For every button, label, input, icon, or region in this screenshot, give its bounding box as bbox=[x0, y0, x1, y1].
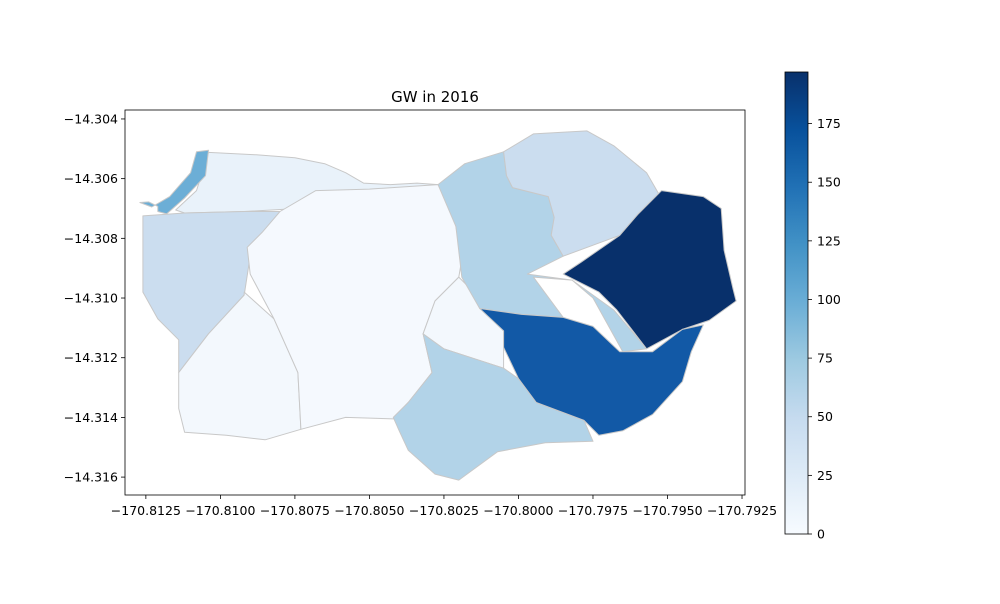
x-tick-label: −170.7950 bbox=[632, 503, 702, 518]
colorbar-ticks: 0 25 50 75 100 125 150 175 bbox=[808, 116, 841, 542]
x-tick-label: −170.7975 bbox=[558, 503, 628, 518]
region-central-west bbox=[178, 291, 302, 441]
colorbar-tick-label: 50 bbox=[817, 409, 833, 424]
region-southeast bbox=[479, 308, 704, 436]
y-tick-label: −14.310 bbox=[64, 291, 118, 306]
y-tick-label: −14.312 bbox=[64, 350, 118, 365]
x-tick-label: −170.8075 bbox=[260, 503, 330, 518]
colorbar-tick-label: 75 bbox=[817, 351, 833, 366]
y-tick-label: −14.308 bbox=[64, 231, 118, 246]
y-tick-label: −14.314 bbox=[64, 410, 118, 425]
colorbar-tick-label: 100 bbox=[817, 292, 841, 307]
x-tick-label: −170.7925 bbox=[707, 503, 777, 518]
colorbar-tick-label: 175 bbox=[817, 116, 841, 131]
map-title: GW in 2016 bbox=[391, 88, 479, 106]
colorbar-tick-label: 150 bbox=[817, 175, 841, 190]
map-frame bbox=[124, 109, 746, 496]
x-tick-label: −170.8000 bbox=[483, 503, 553, 518]
x-tick-label: −170.8025 bbox=[409, 503, 479, 518]
y-tick-label: −14.304 bbox=[64, 111, 118, 126]
choropleth-regions bbox=[139, 130, 737, 481]
colorbar bbox=[784, 71, 809, 535]
colorbar-tick-label: 25 bbox=[817, 468, 833, 483]
colorbar-tick-label: 0 bbox=[817, 527, 825, 542]
colorbar-tick-label: 125 bbox=[817, 233, 841, 248]
region-east bbox=[562, 190, 737, 350]
region-south-center bbox=[392, 333, 594, 481]
x-tick-label: −170.8050 bbox=[334, 503, 404, 518]
y-axis-ticks: −14.304 −14.306 −14.308 −14.310 −14.312 −14.3… bbox=[64, 111, 125, 485]
y-tick-label: −14.306 bbox=[64, 171, 118, 186]
x-tick-label: −170.8125 bbox=[111, 503, 181, 518]
x-axis-ticks: −170.8125 −170.8100 −170.8075 −170.8050 −170… bbox=[111, 495, 777, 518]
y-tick-label: −14.316 bbox=[64, 470, 118, 485]
region-northwest-sliver bbox=[139, 149, 209, 215]
x-tick-label: −170.8100 bbox=[185, 503, 255, 518]
